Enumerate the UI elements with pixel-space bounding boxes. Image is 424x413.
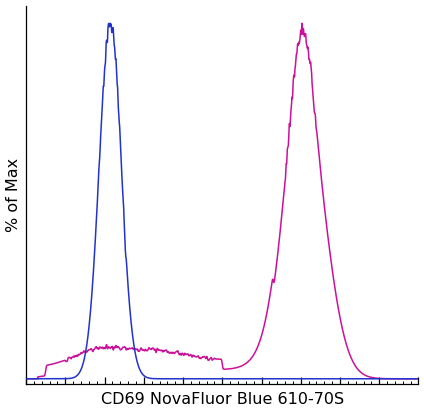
X-axis label: CD69 NovaFluor Blue 610-70S: CD69 NovaFluor Blue 610-70S	[101, 392, 344, 408]
Y-axis label: % of Max: % of Max	[6, 158, 20, 232]
